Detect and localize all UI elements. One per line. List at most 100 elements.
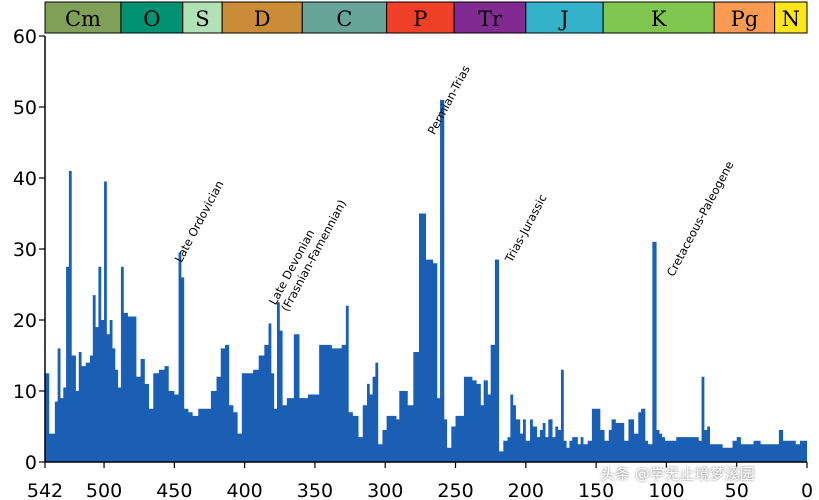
data-point-83 <box>392 416 396 462</box>
x-axis: 542 500 450 400 350 300 250 200 150 100 50 0 <box>27 461 813 500</box>
data-point-159 <box>682 437 689 462</box>
data-point-154 <box>662 437 665 462</box>
data-point-80 <box>378 444 382 462</box>
data-point-158 <box>676 437 682 462</box>
data-point-23 <box>118 387 121 462</box>
data-point-79 <box>375 363 378 462</box>
data-point-41 <box>193 416 199 462</box>
data-point-85 <box>399 391 402 462</box>
data-point-55 <box>264 345 268 462</box>
data-point-63 <box>294 334 300 462</box>
annotation-0: Late Ordovician <box>172 178 227 264</box>
data-point-124 <box>553 437 556 462</box>
data-point-131 <box>572 437 575 462</box>
data-point-90 <box>426 260 430 462</box>
data-point-26 <box>128 316 132 462</box>
annotation-2-line-0: Permian-Trias <box>425 63 473 137</box>
data-point-69 <box>332 348 342 462</box>
data-point-97 <box>451 427 455 463</box>
plot-area <box>45 99 807 463</box>
data-point-100 <box>464 377 472 462</box>
data-point-27 <box>132 316 136 462</box>
period-label-3: D <box>254 7 271 31</box>
data-point-39 <box>184 409 188 462</box>
data-point-171 <box>737 437 741 462</box>
period-box-5 <box>386 1 455 34</box>
data-point-172 <box>741 444 747 462</box>
data-point-108 <box>499 451 503 462</box>
data-point-43 <box>205 409 211 462</box>
data-point-28 <box>136 377 140 462</box>
data-point-127 <box>561 370 564 462</box>
data-point-4 <box>60 398 63 462</box>
data-point-36 <box>174 395 178 462</box>
period-box-8 <box>602 1 715 34</box>
data-point-181 <box>792 441 796 462</box>
data-point-120 <box>540 430 543 462</box>
data-point-88 <box>413 352 419 462</box>
data-point-132 <box>575 437 578 462</box>
x-tick-label-6: 250 <box>437 480 473 500</box>
data-point-107 <box>495 260 499 462</box>
y-tick-label-1: 10 <box>13 381 37 403</box>
data-point-183 <box>800 441 804 462</box>
annotation-0-line-0: Late Ordovician <box>172 178 227 264</box>
data-point-92 <box>433 263 437 462</box>
data-point-111 <box>510 395 513 462</box>
x-tick-label-3: 400 <box>227 480 263 500</box>
period-box-9 <box>713 1 776 34</box>
data-point-91 <box>430 260 433 462</box>
data-point-150 <box>648 444 652 462</box>
data-point-104 <box>484 380 488 462</box>
data-point-95 <box>444 419 447 462</box>
x-tick-label-11: 0 <box>801 480 813 500</box>
data-point-81 <box>382 430 386 462</box>
data-point-94 <box>440 100 444 462</box>
data-point-68 <box>319 345 332 462</box>
period-box-0 <box>44 1 122 34</box>
data-point-21 <box>112 348 115 462</box>
period-label-8: K <box>651 7 667 31</box>
y-tick-label-2: 20 <box>13 310 37 332</box>
data-point-146 <box>634 434 638 462</box>
data-point-53 <box>253 370 259 462</box>
data-point-10 <box>79 352 82 462</box>
data-point-47 <box>225 345 229 462</box>
data-point-138 <box>600 430 604 462</box>
data-point-134 <box>581 437 584 462</box>
data-point-42 <box>198 409 205 462</box>
data-point-51 <box>242 373 249 462</box>
data-point-130 <box>569 441 572 462</box>
data-point-139 <box>605 441 609 462</box>
data-point-77 <box>370 395 373 462</box>
data-point-128 <box>564 441 567 462</box>
data-point-54 <box>259 356 265 463</box>
data-point-31 <box>149 409 153 462</box>
data-point-19 <box>107 334 110 462</box>
data-point-71 <box>346 306 349 462</box>
data-point-176 <box>768 444 774 462</box>
data-point-177 <box>773 444 779 462</box>
data-point-45 <box>217 377 221 462</box>
data-point-65 <box>304 398 308 462</box>
x-tick-label-7: 200 <box>508 480 544 500</box>
period-box-4 <box>301 1 388 34</box>
annotation-4-line-0: Cretaceous-Paleogene <box>664 159 737 279</box>
data-point-156 <box>668 441 672 462</box>
data-point-164 <box>704 430 707 462</box>
y-tick-label-4: 40 <box>13 168 37 190</box>
data-point-6 <box>66 267 69 462</box>
data-point-58 <box>274 409 277 462</box>
data-point-25 <box>124 313 128 462</box>
data-point-30 <box>145 384 149 462</box>
period-label-7: J <box>558 7 568 31</box>
data-point-33 <box>159 370 165 462</box>
data-point-175 <box>761 444 768 462</box>
data-point-73 <box>353 416 359 462</box>
data-point-11 <box>82 366 86 462</box>
data-point-151 <box>652 242 656 462</box>
data-point-160 <box>689 437 695 462</box>
data-point-174 <box>754 441 761 462</box>
data-point-49 <box>233 412 237 462</box>
period-label-1: O <box>143 7 160 31</box>
